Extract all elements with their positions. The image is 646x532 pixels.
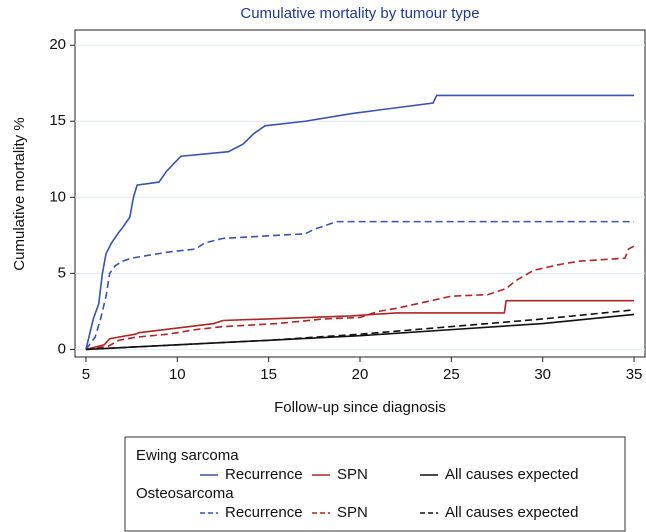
legend-label: Recurrence [225,466,303,483]
series-line [85,299,635,351]
y-tick-label: 10 [49,188,66,205]
chart-title: Cumulative mortality by tumour type [240,5,479,22]
y-tick-label: 0 [58,340,66,357]
legend-box [124,436,626,532]
x-tick-label: 15 [260,366,277,383]
y-tick-label: 15 [49,112,66,129]
legend-label: SPN [337,504,368,521]
y-axis-label: Cumulative mortality % [11,117,28,270]
legend-group-title: Osteosarcoma [136,485,234,502]
x-tick-label: 30 [534,366,551,383]
series-line [85,313,635,351]
series-line [85,94,635,350]
legend-label: All causes expected [445,504,578,521]
y-tick-label: 20 [49,36,66,53]
x-tick-label: 25 [443,366,460,383]
legend-label: All causes expected [445,466,578,483]
plot-area [74,29,646,358]
y-tick-label: 5 [58,264,66,281]
x-tick-label: 35 [626,366,643,383]
x-tick-label: 20 [352,366,369,383]
legend-label: Recurrence [225,504,303,521]
x-tick-label: 5 [82,366,90,383]
series-line [85,220,635,350]
series-line [85,245,635,351]
legend-label: SPN [337,466,368,483]
legend-group-title: Ewing sarcoma [136,447,239,464]
x-tick-label: 10 [169,366,186,383]
series-line [85,309,635,351]
x-axis-label: Follow-up since diagnosis [274,399,446,416]
